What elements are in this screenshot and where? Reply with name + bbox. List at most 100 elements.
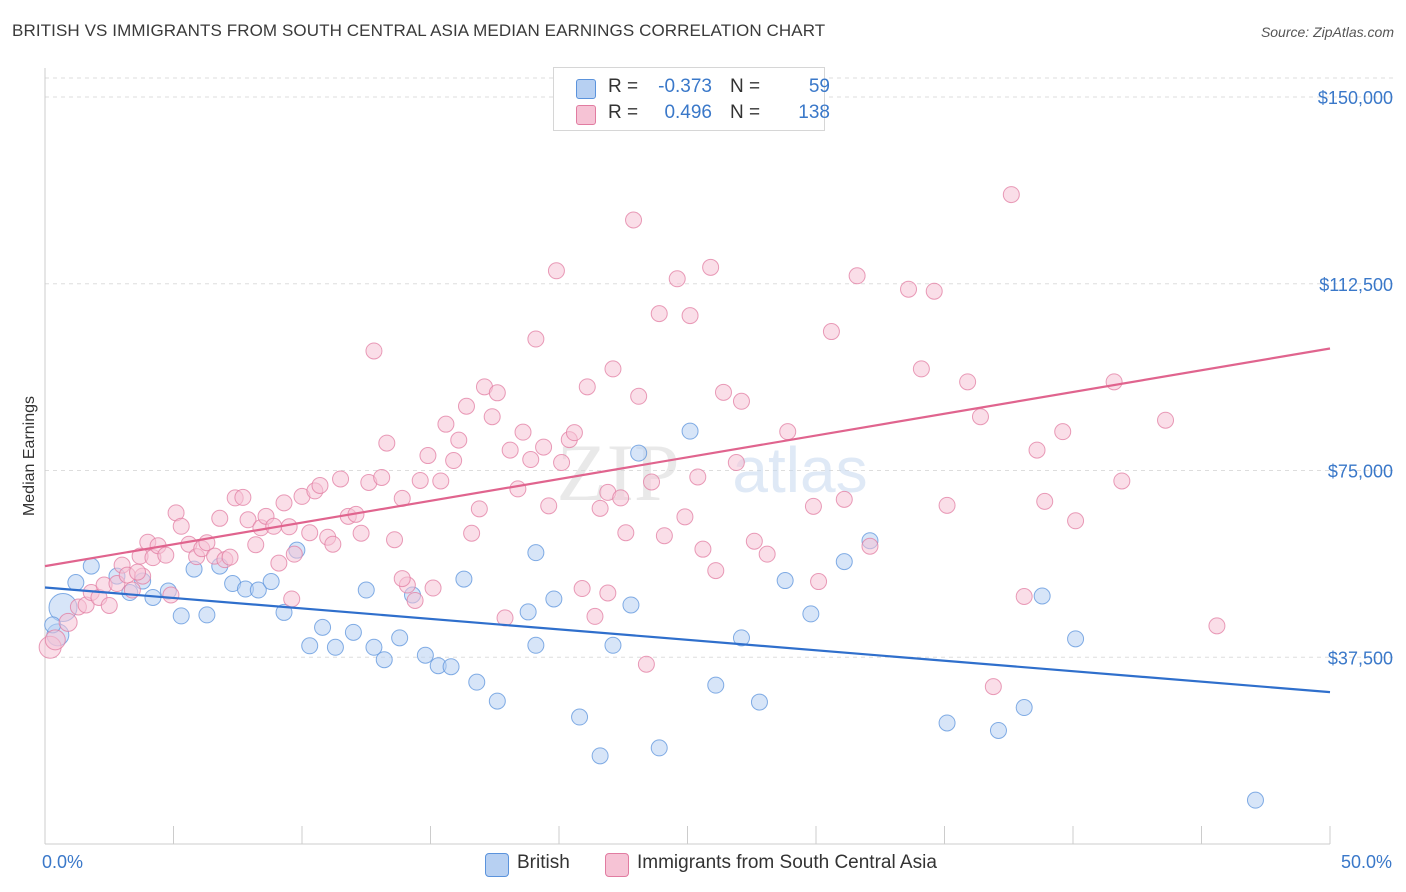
british-point [591,747,609,765]
immigrants-point [655,527,673,545]
immigrants-swatch [576,105,596,125]
british-point [732,629,750,647]
british-point [488,692,506,710]
immigrants-point [591,499,609,517]
immigrants-point [483,408,501,426]
british-point [622,596,640,614]
british-point [802,605,820,623]
immigrants-point [239,511,257,529]
legend-r-value: 0.496 [664,102,712,123]
immigrants-point [599,584,617,602]
y-tick-label: $37,500 [1328,648,1393,668]
immigrants-point [432,472,450,490]
immigrants-point [1015,587,1033,605]
x-tick-label-max: 50.0% [1340,852,1392,872]
immigrants-point [848,267,866,285]
immigrants-point [625,211,643,229]
british-legend-swatch [485,853,509,877]
immigrants-point [694,540,712,558]
immigrants-point [509,480,527,498]
immigrants-point [835,490,853,508]
british-point [545,590,563,608]
immigrants-point [984,678,1002,696]
immigrants-point [804,497,822,515]
immigrants-point [573,580,591,598]
british-point [375,651,393,669]
british-point [750,693,768,711]
immigrants-point [650,305,668,323]
british-point [314,618,332,636]
immigrants-point [912,360,930,378]
immigrants-point [157,546,175,564]
immigrants-point [1113,472,1131,490]
immigrants-point [58,612,78,632]
immigrants-legend-label: Immigrants from South Central Asia [637,852,937,873]
immigrants-point [727,454,745,472]
immigrants-point [925,282,943,300]
legend-n-value: 59 [808,76,830,97]
british-point [416,646,434,664]
british-point [604,636,622,654]
immigrants-point [586,607,604,625]
british-point [630,444,648,462]
immigrants-point [637,655,655,673]
immigrants-point [470,500,488,518]
immigrants-point [702,258,720,276]
immigrants-point [578,378,596,396]
british-swatch [576,79,596,99]
british-point [681,422,699,440]
immigrants-point [247,536,265,554]
immigrants-point [676,508,694,526]
british-point [989,721,1007,739]
legend-n-label: N = [730,102,761,123]
chart-title: BRITISH VS IMMIGRANTS FROM SOUTH CENTRAL… [12,21,826,40]
immigrants-point [745,532,763,550]
immigrants-point [129,563,147,581]
british-point [275,603,293,621]
immigrants-point [352,524,370,542]
british-point [262,573,280,591]
immigrants-point [100,596,118,614]
immigrants-point [365,342,383,360]
immigrants-point [172,517,190,535]
source-credit: Source: ZipAtlas.com [1260,24,1394,40]
immigrants-point [1028,441,1046,459]
immigrants-point [411,471,429,489]
immigrants-point [604,360,622,378]
immigrants-point [959,373,977,391]
immigrants-point [301,524,319,542]
british-point [357,581,375,599]
immigrants-trendline [44,347,1331,568]
immigrants-point [1054,423,1072,441]
immigrants-point [547,262,565,280]
immigrants-point [714,383,732,401]
immigrants-point [1002,186,1020,204]
immigrants-point [612,489,630,507]
british-trendline [44,586,1331,694]
british-point [455,570,473,588]
axes [44,68,1331,845]
immigrants-point [386,531,404,549]
immigrants-point [1208,617,1226,635]
immigrants-point [900,280,918,298]
x-tick-label-min: 0.0% [42,852,84,872]
y-tick-label: $112,500 [1319,275,1393,295]
immigrants-point [424,579,442,597]
immigrants-point [406,591,424,609]
immigrants-point [270,554,288,572]
immigrants-point [514,423,532,441]
correlation-legend: R = -0.373 N = 59 R = 0.496 N = 138 [553,67,830,131]
immigrants-point [234,488,252,506]
immigrants-point [373,468,391,486]
immigrants-point [535,438,553,456]
british-legend-label: British [517,852,570,873]
immigrants-point [1067,512,1085,530]
trendlines [44,347,1331,694]
immigrants-point [162,586,180,604]
immigrants-point [527,330,545,348]
immigrants-point [938,496,956,514]
immigrants-point [457,397,475,415]
legend-n-label: N = [730,76,761,97]
immigrants-point [488,384,506,402]
immigrants-point [643,473,661,491]
